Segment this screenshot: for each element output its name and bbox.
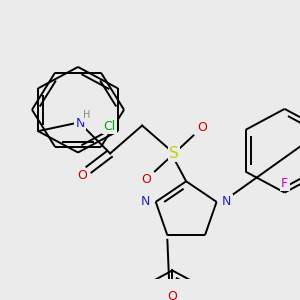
Text: O: O <box>197 121 207 134</box>
Text: O: O <box>141 173 151 186</box>
Text: O: O <box>77 169 87 182</box>
Text: H: H <box>83 110 91 120</box>
Text: N: N <box>141 195 150 208</box>
Text: N: N <box>222 195 231 208</box>
Text: S: S <box>169 146 179 161</box>
Text: N: N <box>76 117 85 130</box>
Text: Cl: Cl <box>104 120 116 133</box>
Text: F: F <box>281 177 288 190</box>
Text: O: O <box>167 290 177 300</box>
